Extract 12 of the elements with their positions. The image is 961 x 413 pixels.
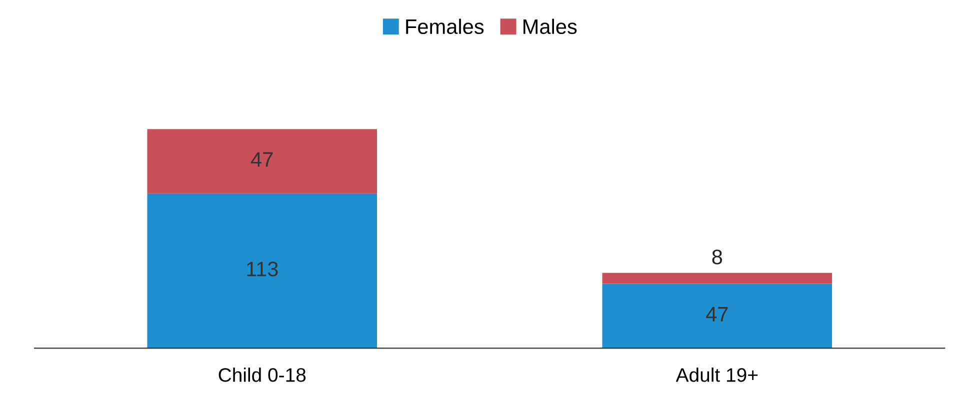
bar: [602, 284, 832, 348]
data-label: 47: [251, 152, 273, 167]
legend-label: Males: [524, 18, 577, 34]
data-label: 8: [712, 250, 722, 264]
data-label: 47: [706, 307, 728, 322]
x-tick-label: Child 0-18: [218, 368, 306, 382]
x-tick-label: Adult 19+: [676, 368, 758, 382]
bar: [602, 272, 832, 284]
bar: [147, 129, 378, 194]
data-label: 113: [247, 262, 278, 276]
bar: [147, 193, 378, 348]
legend-label: Females: [406, 18, 484, 34]
